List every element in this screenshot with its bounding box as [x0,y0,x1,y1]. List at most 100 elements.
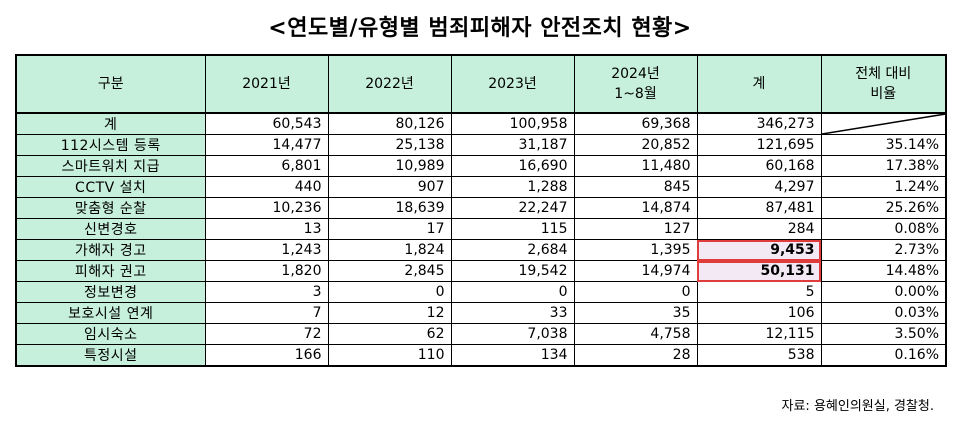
cell-y2022: 62 [327,323,452,345]
cell-y2023: 100,958 [450,112,575,135]
row-label: CCTV 설치 [15,176,206,198]
cell-y2021: 7 [204,302,329,324]
header-2022: 2022년 [327,54,452,114]
cell-y2022: 1,824 [327,239,452,261]
cell-y2022: 12 [327,302,452,324]
row-label: 임시숙소 [15,323,206,345]
cell-y2023: 134 [450,344,575,367]
source-note: 자료: 용혜인의원실, 경찰청. [781,399,934,414]
cell-y2022: 907 [327,176,452,198]
cell-y2024: 28 [573,344,698,367]
row-label: 계 [15,112,206,135]
cell-total: 5 [696,281,822,303]
cell-y2022: 10,989 [327,155,452,177]
cell-y2023: 7,038 [450,323,575,345]
table-row: 맞춤형 순찰 10,236 18,639 22,247 14,874 87,481 25.2… [15,197,947,219]
cell-ratio: 0.03% [820,302,947,324]
cell-y2023: 115 [450,218,575,240]
cell-y2024: 69,368 [573,112,698,135]
cell-y2021: 1,820 [204,260,329,282]
cell-y2023: 2,684 [450,239,575,261]
row-label: 특정시설 [15,344,206,367]
cell-total: 121,695 [696,134,822,156]
cell-y2024: 1,395 [573,239,698,261]
cell-y2024: 4,758 [573,323,698,345]
highlighted-total-cell: 9,453 [696,239,822,261]
cell-y2021: 1,243 [204,239,329,261]
header-total: 계 [696,54,822,114]
cell-total: 87,481 [696,197,822,219]
cell-y2024: 0 [573,281,698,303]
cell-y2024: 14,974 [573,260,698,282]
cell-y2021: 14,477 [204,134,329,156]
header-2024-period: 1~8월 [614,86,657,102]
table-row: 신변경호 13 17 115 127 284 0.08% [15,218,947,240]
cell-ratio: 14.48% [820,260,947,282]
header-ratio-line1: 전체 대비 [855,66,912,82]
cell-y2023: 1,288 [450,176,575,198]
cell-y2021: 72 [204,323,329,345]
table-row: 계 60,543 80,126 100,958 69,368 346,273 [15,112,947,135]
table-row: CCTV 설치 440 907 1,288 845 4,297 1.24% [15,176,947,198]
cell-y2022: 110 [327,344,452,367]
cell-ratio: 0.00% [820,281,947,303]
cell-y2022: 25,138 [327,134,452,156]
row-label: 가해자 경고 [15,239,206,261]
row-label: 보호시설 연계 [15,302,206,324]
cell-y2024: 14,874 [573,197,698,219]
cell-y2022: 0 [327,281,452,303]
cell-total: 12,115 [696,323,822,345]
table-row: 보호시설 연계 7 12 33 35 106 0.03% [15,302,947,324]
cell-y2023: 33 [450,302,575,324]
row-label: 맞춤형 순찰 [15,197,206,219]
table-row: 스마트워치 지급 6,801 10,989 16,690 11,480 60,168 17.… [15,155,947,177]
cell-total: 346,273 [696,112,822,135]
cell-y2021: 440 [204,176,329,198]
cell-ratio: 3.50% [820,323,947,345]
cell-y2022: 2,845 [327,260,452,282]
cell-total: 538 [696,344,822,367]
cell-ratio-empty [820,112,947,135]
header-category: 구분 [15,54,206,114]
cell-ratio: 1.24% [820,176,947,198]
header-2024: 2024년 1~8월 [573,54,698,114]
header-ratio-line2: 비율 [870,86,897,102]
highlighted-total-cell: 50,131 [696,260,822,282]
row-label: 스마트워치 지급 [15,155,206,177]
header-2023: 2023년 [450,54,575,114]
header-ratio: 전체 대비 비율 [820,54,947,114]
cell-total: 4,297 [696,176,822,198]
cell-y2024: 11,480 [573,155,698,177]
table-body: 계 60,543 80,126 100,958 69,368 346,273 112시스템 … [15,112,947,367]
cell-y2023: 16,690 [450,155,575,177]
cell-y2024: 127 [573,218,698,240]
cell-ratio: 0.16% [820,344,947,367]
row-label: 112시스템 등록 [15,134,206,156]
diagonal-line [822,114,946,134]
cell-y2021: 166 [204,344,329,367]
cell-ratio: 25.26% [820,197,947,219]
cell-y2022: 80,126 [327,112,452,135]
cell-y2024: 20,852 [573,134,698,156]
cell-y2024: 845 [573,176,698,198]
cell-y2023: 19,542 [450,260,575,282]
safety-measures-table: 구분 2021년 2022년 2023년 2024년 1~8월 계 전체 대비 … [15,54,947,367]
cell-y2021: 3 [204,281,329,303]
cell-y2024: 35 [573,302,698,324]
table-row: 112시스템 등록 14,477 25,138 31,187 20,852 121,695… [15,134,947,156]
table-row: 피해자 권고 1,820 2,845 19,542 14,974 50,131 14.48% [15,260,947,282]
row-label: 피해자 권고 [15,260,206,282]
table-row: 임시숙소 72 62 7,038 4,758 12,115 3.50% [15,323,947,345]
cell-ratio: 0.08% [820,218,947,240]
header-2024-year: 2024년 [611,66,660,82]
cell-total: 284 [696,218,822,240]
row-label: 신변경호 [15,218,206,240]
table-row: 정보변경 3 0 0 0 5 0.00% [15,281,947,303]
cell-y2021: 13 [204,218,329,240]
page-title: <연도별/유형별 범죄피해자 안전조치 현황> [268,16,692,41]
row-label: 정보변경 [15,281,206,303]
table-row: 가해자 경고 1,243 1,824 2,684 1,395 9,453 2.73% [15,239,947,261]
cell-y2022: 17 [327,218,452,240]
cell-y2023: 0 [450,281,575,303]
cell-ratio: 2.73% [820,239,947,261]
